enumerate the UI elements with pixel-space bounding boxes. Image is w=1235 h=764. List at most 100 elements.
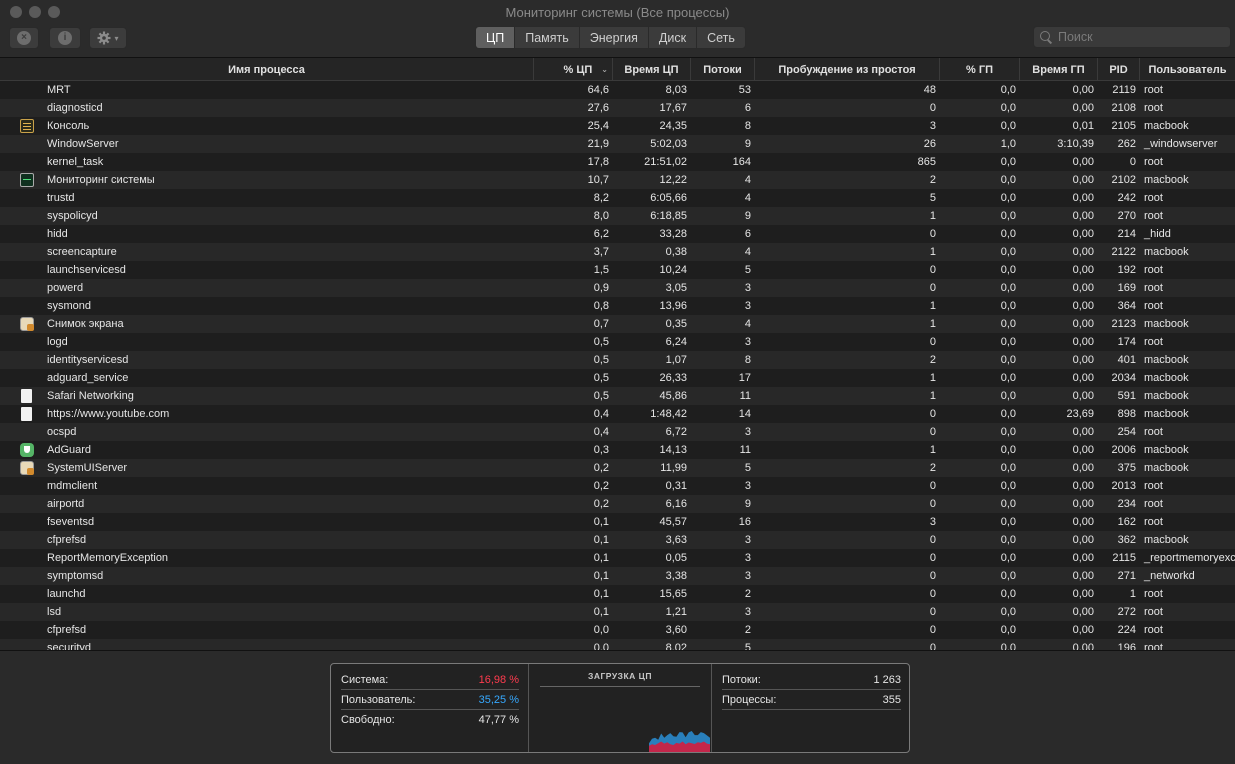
thread-count-cell: 3: [744, 606, 751, 618]
process-name-cell: logd: [47, 336, 68, 348]
thread-count-cell: 5: [744, 642, 751, 650]
document-icon: [21, 389, 32, 403]
cpu-percent-cell: 0,1: [593, 570, 609, 582]
table-row[interactable]: AdGuard 0,3 14,13 11 1 0,0 0,00 2006 macbook: [0, 441, 1235, 459]
idle-wakeups-cell: 1: [929, 210, 936, 222]
table-row[interactable]: MRT 64,6 8,03 53 48 0,0 0,00 2119 root: [0, 81, 1235, 99]
thread-count-cell: 14: [738, 408, 751, 420]
table-row[interactable]: https://www.youtube.com 0,4 1:48,42 14 0 0,0 2…: [0, 405, 1235, 423]
tab-network[interactable]: Сеть: [707, 30, 735, 45]
process-icon-cell: [0, 117, 44, 135]
column-header-user[interactable]: Пользователь: [1148, 63, 1227, 76]
table-row[interactable]: Снимок экрана 0,7 0,35 4 1 0,0 0,00 2123 macbook: [0, 315, 1235, 333]
thread-count-cell: 164: [732, 156, 751, 168]
table-row[interactable]: cfprefsd 0,1 3,63 3 0 0,0 0,00 362 macbook: [0, 531, 1235, 549]
gpu-percent-cell: 0,0: [1000, 480, 1016, 492]
table-row[interactable]: kernel_task 17,8 21:51,02 164 865 0,0 0,00 0 roo…: [0, 153, 1235, 171]
inspect-process-button[interactable]: i: [49, 27, 81, 49]
user-cell: macbook: [1144, 174, 1189, 186]
idle-wakeups-cell: 0: [929, 624, 936, 636]
thread-count-cell: 5: [744, 462, 751, 474]
table-row[interactable]: sysmond 0,8 13,96 3 1 0,0 0,00 364 root: [0, 297, 1235, 315]
user-cell: root: [1144, 588, 1163, 600]
actions-menu-button[interactable]: ▾: [89, 27, 127, 49]
quit-process-button[interactable]: ×: [9, 27, 39, 49]
cpu-percent-cell: 3,7: [593, 246, 609, 258]
column-header-gpu[interactable]: % ГП: [940, 58, 1020, 81]
table-row[interactable]: screencapture 3,7 0,38 4 1 0,0 0,00 2122 macbook: [0, 243, 1235, 261]
gpu-percent-cell: 0,0: [1000, 642, 1016, 650]
column-header-idle-wake[interactable]: Пробуждение из простоя: [755, 58, 940, 81]
column-header-pid[interactable]: PID: [1098, 58, 1140, 81]
column-header-cpu[interactable]: % ЦП ⌄: [534, 58, 613, 81]
table-row[interactable]: hidd 6,2 33,28 6 0 0,0 0,00 214 _hidd: [0, 225, 1235, 243]
search-input[interactable]: [1058, 30, 1208, 44]
pid-cell: 174: [1117, 336, 1136, 348]
table-row[interactable]: launchservicesd 1,5 10,24 5 0 0,0 0,00 192 root: [0, 261, 1235, 279]
table-row[interactable]: powerd 0,9 3,05 3 0 0,0 0,00 169 root: [0, 279, 1235, 297]
process-icon-cell: [0, 171, 44, 189]
gpu-percent-cell: 0,0: [1000, 192, 1016, 204]
process-name-cell: airportd: [47, 498, 85, 510]
process-icon-cell: [0, 153, 44, 171]
table-row[interactable]: diagnosticd 27,6 17,67 6 0 0,0 0,00 2108 root: [0, 99, 1235, 117]
table-row[interactable]: ocspd 0,4 6,72 3 0 0,0 0,00 254 root: [0, 423, 1235, 441]
idle-wakeups-cell: 1: [929, 300, 936, 312]
table-row[interactable]: lsd 0,1 1,21 3 0 0,0 0,00 272 root: [0, 603, 1235, 621]
column-header-cpu-time[interactable]: Время ЦП: [613, 58, 691, 81]
tab-cpu[interactable]: ЦП: [476, 27, 516, 48]
table-row[interactable]: airportd 0,2 6,16 9 0 0,0 0,00 234 root: [0, 495, 1235, 513]
window-zoom-button[interactable]: [48, 6, 60, 18]
user-cell: _windowserver: [1144, 138, 1218, 150]
table-row[interactable]: WindowServer 21,9 5:02,03 9 26 1,0 3:10,39 262 _…: [0, 135, 1235, 153]
pid-cell: 2115: [1112, 552, 1136, 564]
table-row[interactable]: fseventsd 0,1 45,57 16 3 0,0 0,00 162 root: [0, 513, 1235, 531]
table-row[interactable]: trustd 8,2 6:05,66 4 5 0,0 0,00 242 root: [0, 189, 1235, 207]
pid-cell: 272: [1117, 606, 1136, 618]
cpu-time-cell: 45,86: [659, 390, 687, 402]
table-row[interactable]: syspolicyd 8,0 6:18,85 9 1 0,0 0,00 270 root: [0, 207, 1235, 225]
gpu-percent-cell: 0,0: [1000, 606, 1016, 618]
column-header-gpu-time[interactable]: Время ГП: [1020, 58, 1098, 81]
thread-count-cell: 6: [744, 102, 751, 114]
thread-count-cell: 16: [738, 516, 751, 528]
thread-count-cell: 5: [744, 264, 751, 276]
cpu-time-cell: 0,05: [665, 552, 687, 564]
table-row[interactable]: symptomsd 0,1 3,38 3 0 0,0 0,00 271 _networkd: [0, 567, 1235, 585]
user-cell: macbook: [1144, 534, 1189, 546]
column-header-threads[interactable]: Потоки: [691, 58, 755, 81]
table-row[interactable]: ReportMemoryException 0,1 0,05 3 0 0,0 0,00 211…: [0, 549, 1235, 567]
user-cell: macbook: [1144, 354, 1189, 366]
table-row[interactable]: identityservicesd 0,5 1,07 8 2 0,0 0,00 401 macb…: [0, 351, 1235, 369]
table-row[interactable]: mdmclient 0,2 0,31 3 0 0,0 0,00 2013 root: [0, 477, 1235, 495]
table-row[interactable]: logd 0,5 6,24 3 0 0,0 0,00 174 root: [0, 333, 1235, 351]
process-icon-cell: [0, 81, 44, 99]
window-close-button[interactable]: [10, 6, 22, 18]
cpu-time-cell: 6,72: [665, 426, 687, 438]
tab-energy[interactable]: Энергия: [580, 27, 649, 48]
table-row[interactable]: Консоль 25,4 24,35 8 3 0,0 0,01 2105 macbook: [0, 117, 1235, 135]
window-minimize-button[interactable]: [29, 6, 41, 18]
table-row[interactable]: SystemUIServer 0,2 11,99 5 2 0,0 0,00 375 macboo…: [0, 459, 1235, 477]
table-row[interactable]: Мониторинг системы 10,7 12,22 4 2 0,0 0,00 2102…: [0, 171, 1235, 189]
process-icon-cell: [0, 279, 44, 297]
cpu-percent-cell: 0,1: [593, 534, 609, 546]
table-row[interactable]: cfprefsd 0,0 3,60 2 0 0,0 0,00 224 root: [0, 621, 1235, 639]
tab-disk[interactable]: Диск: [649, 27, 698, 48]
table-row[interactable]: securityd 0,0 8,02 5 0 0,0 0,00 196 root: [0, 639, 1235, 650]
idle-wakeups-cell: 865: [917, 156, 936, 168]
pid-cell: 1: [1129, 588, 1136, 600]
table-row[interactable]: Safari Networking 0,5 45,86 11 1 0,0 0,00 591 ma…: [0, 387, 1235, 405]
search-field[interactable]: [1033, 26, 1231, 48]
user-cell: root: [1144, 624, 1163, 636]
table-row[interactable]: launchd 0,1 15,65 2 0 0,0 0,00 1 root: [0, 585, 1235, 603]
process-name-cell: cfprefsd: [47, 624, 87, 636]
process-table: MRT 64,6 8,03 53 48 0,0 0,00 2119 root diagnostic…: [0, 81, 1235, 650]
gpu-time-cell: 0,00: [1072, 84, 1094, 96]
table-row[interactable]: adguard_service 0,5 26,33 17 1 0,0 0,00 2034 mac…: [0, 369, 1235, 387]
process-icon-cell: [0, 207, 44, 225]
tab-memory[interactable]: Память: [515, 27, 580, 48]
stat-idle-value: 47,77 %: [478, 714, 519, 726]
column-header-name[interactable]: Имя процесса: [0, 58, 534, 81]
sort-descending-icon: ⌄: [601, 65, 608, 74]
